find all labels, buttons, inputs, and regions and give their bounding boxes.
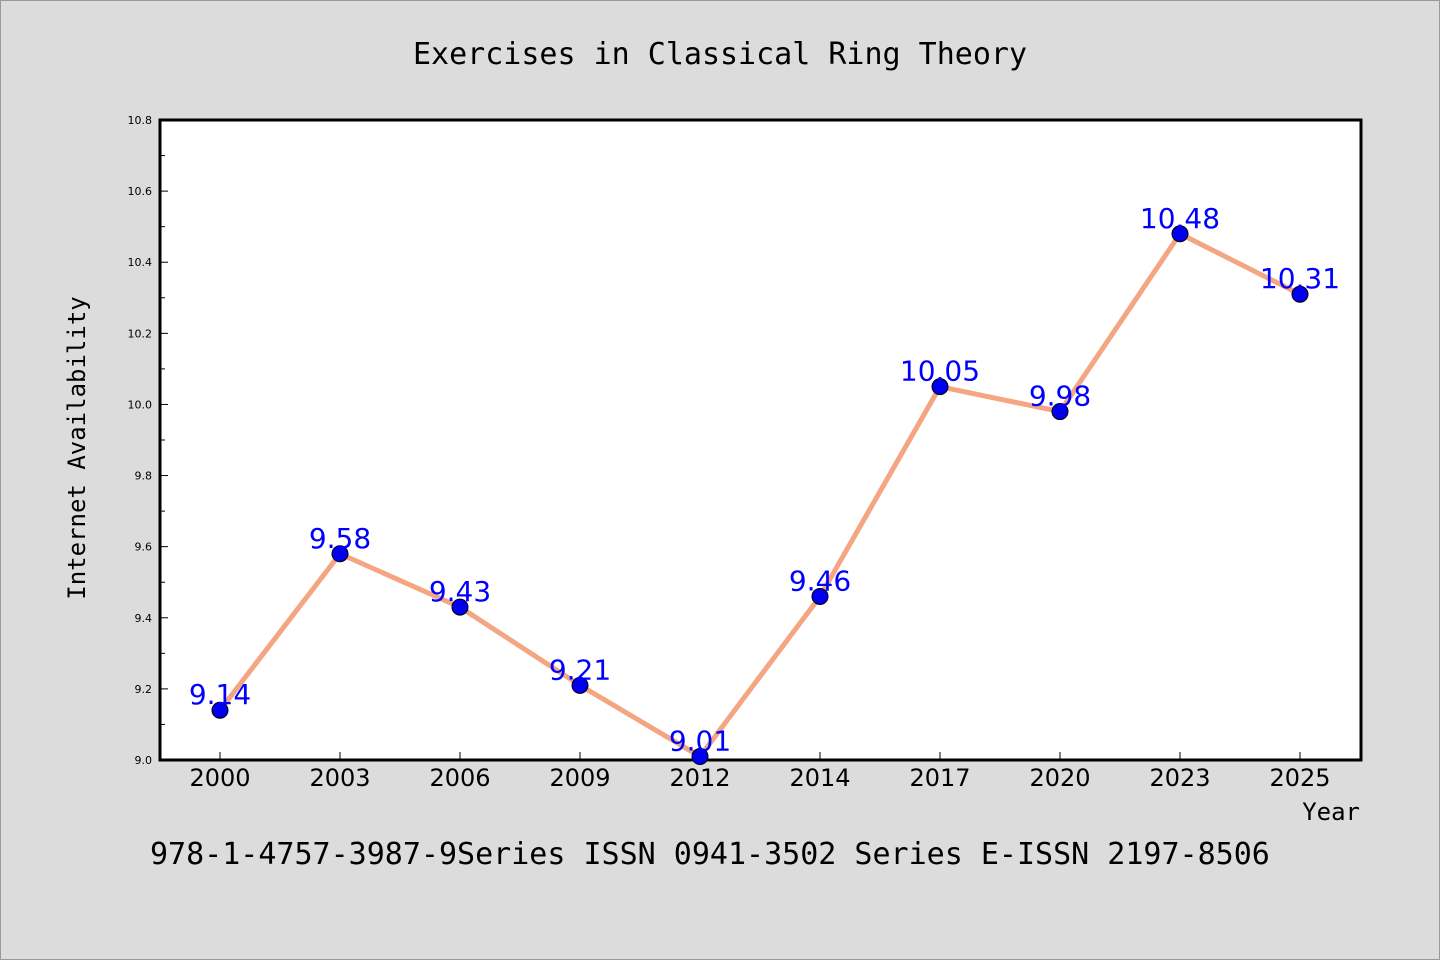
data-point	[691, 747, 709, 765]
footer-text: 978-1-4757-3987-9Series ISSN 0941-3502 S…	[150, 837, 1270, 872]
x-tick-label: 2020	[1029, 764, 1090, 792]
y-tick-label: 10.6	[128, 185, 153, 198]
x-tick-label: 2000	[189, 764, 250, 792]
x-axis-label: Year	[1302, 798, 1360, 826]
x-tick-label: 2017	[909, 764, 970, 792]
data-point	[811, 587, 829, 605]
x-tick-label: 2025	[1269, 764, 1330, 792]
y-tick-label: 9.2	[135, 683, 153, 696]
data-point	[331, 545, 349, 563]
data-point	[931, 378, 949, 396]
data-label: 10.31	[1260, 262, 1340, 295]
y-tick-label: 9.0	[135, 754, 153, 767]
x-tick-label: 2003	[309, 764, 370, 792]
data-label: 9.98	[1029, 380, 1091, 413]
y-tick-label: 9.6	[135, 541, 153, 554]
data-label: 9.21	[549, 653, 611, 686]
y-axis: 9.0 9.2 9.4 9.6 9.8 10.0 10.2 10.4 10.6 10.8	[128, 114, 168, 767]
data-label: 9.43	[429, 575, 491, 608]
x-tick-label: 2012	[669, 764, 730, 792]
y-tick-label: 9.4	[135, 612, 153, 625]
y-tick-label: 10.4	[128, 256, 153, 269]
data-label: 9.58	[309, 522, 371, 555]
series-line	[217, 231, 1303, 759]
data-label: 10.48	[1140, 202, 1220, 235]
data-label: 10.05	[900, 355, 980, 388]
data-point	[1291, 285, 1309, 303]
y-tick-label: 10.8	[128, 114, 153, 127]
y-tick-label: 10.0	[128, 398, 153, 411]
data-label: 9.01	[669, 724, 731, 757]
y-axis-label: Internet Availability	[63, 296, 91, 599]
x-tick-label: 2023	[1149, 764, 1210, 792]
data-point	[211, 701, 229, 719]
data-label: 9.14	[189, 678, 251, 711]
y-tick-label: 9.8	[135, 470, 153, 483]
plot-area	[158, 118, 1363, 762]
y-tick-label: 10.2	[128, 327, 153, 340]
data-point	[451, 598, 469, 616]
series-layer: 9.14 9.58 9.43 9.21 9.01 9.46 10.05 9.98 10.48 10…	[189, 202, 1340, 765]
data-point	[1051, 403, 1069, 421]
data-label: 9.46	[789, 564, 851, 597]
x-axis: 2000 2003 2006 2009 2012 2014 2017 2020 2023 2025	[189, 752, 1331, 792]
x-tick-label: 2009	[549, 764, 610, 792]
chart-title: Exercises in Classical Ring Theory	[413, 37, 1027, 72]
data-point	[571, 676, 589, 694]
data-point	[1171, 225, 1189, 243]
x-tick-label: 2006	[429, 764, 490, 792]
x-tick-label: 2014	[789, 764, 850, 792]
